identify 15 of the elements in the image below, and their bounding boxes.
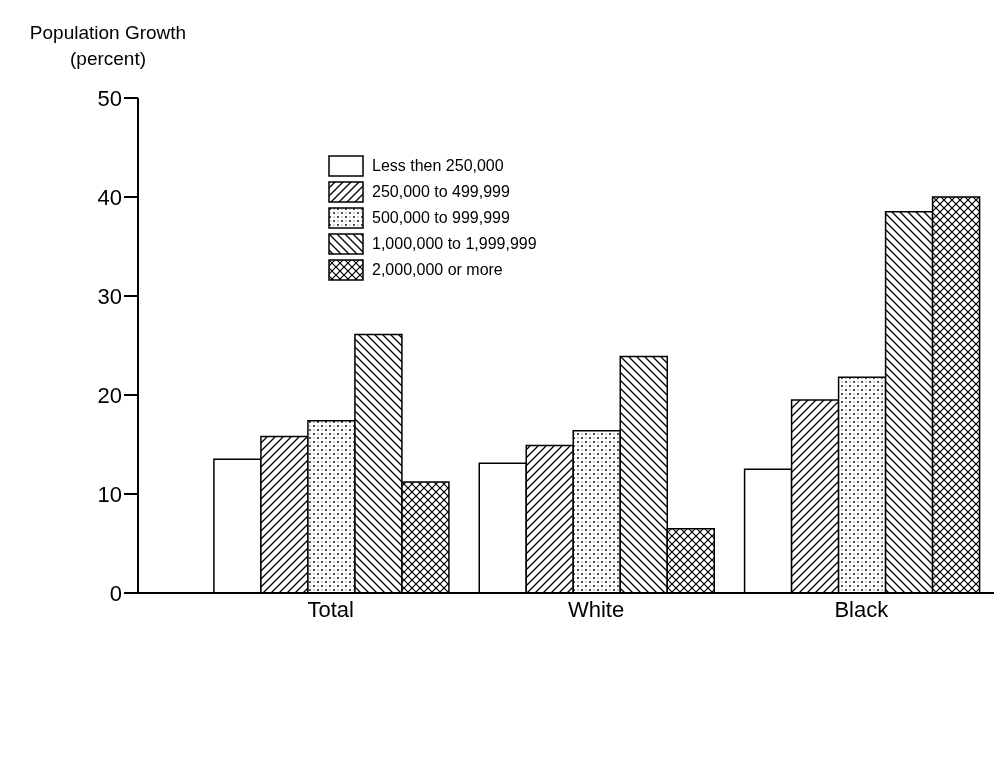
y-tick-label: 40 [97,184,122,210]
x-tick-label: Black [834,596,890,622]
y-tick-label: 30 [97,283,122,309]
x-tick-label: Total [307,596,354,622]
y-axis-title: Population Growth (percent) [28,21,188,71]
y-tick-label: 50 [97,85,122,111]
legend-label: Less then 250,000 [372,157,504,175]
legend-label: 2,000,000 or more [372,261,503,279]
legend-label: 1,000,000 to 1,999,999 [372,235,537,253]
y-tick-label: 20 [97,382,122,408]
legend-label: 250,000 to 499,999 [372,183,510,201]
legend-label: 500,000 to 999,999 [372,209,510,227]
y-tick-label: 0 [109,580,122,606]
x-tick-label: White [567,596,625,622]
y-tick-label: 10 [97,481,122,507]
